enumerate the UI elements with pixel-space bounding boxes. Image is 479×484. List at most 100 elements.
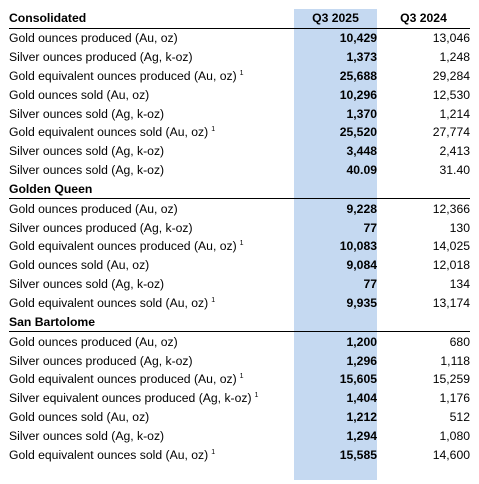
prior-value: 134 [449, 277, 470, 292]
row-label: Gold equivalent ounces sold (Au, oz) [9, 447, 209, 462]
prior-value: 12,366 [432, 201, 470, 216]
prior-period-header: Q3 2024 [377, 9, 470, 29]
row-label: Silver ounces produced (Ag, k-oz) [9, 220, 193, 235]
prior-value: 1,080 [439, 428, 471, 443]
row-label-cell: Gold ounces produced (Au, oz) [9, 199, 294, 218]
table-row: Silver equivalent ounces produced (Ag, k… [9, 389, 470, 408]
table-row: Silver ounces sold (Ag, k-oz) 1,370 1,214 [9, 104, 470, 123]
row-label: Gold equivalent ounces sold (Au, oz) [9, 295, 209, 310]
current-value: 10,429 [339, 31, 377, 46]
section-title: San Bartolome [9, 312, 294, 333]
prior-value: 27,774 [432, 125, 470, 140]
table-row: Silver ounces sold (Ag, k-oz) 1,294 1,080 [9, 427, 470, 446]
current-value: 15,605 [339, 372, 377, 387]
table-row: Silver ounces sold (Ag, k-oz) 3,448 2,413 [9, 142, 470, 161]
row-label: Gold ounces produced (Au, oz) [9, 201, 178, 216]
table-row: Gold equivalent ounces produced (Au, oz)… [9, 370, 470, 389]
current-period-highlight [294, 9, 377, 480]
row-label-cell: Gold equivalent ounces produced (Au, oz)… [9, 67, 294, 86]
table-row: Gold equivalent ounces sold (Au, oz) 1 25,… [9, 123, 470, 142]
table-row: Silver ounces produced (Ag, k-oz) 77 130 [9, 218, 470, 237]
prior-period-header [377, 179, 470, 200]
row-label: Gold equivalent ounces produced (Au, oz) [9, 372, 237, 387]
row-label-cell: Silver equivalent ounces produced (Ag, k… [9, 389, 294, 408]
row-label: Gold ounces sold (Au, oz) [9, 410, 150, 425]
current-value: 25,520 [339, 125, 377, 140]
prior-value: 13,174 [432, 295, 470, 310]
current-period-header [294, 179, 377, 200]
table-row: Gold equivalent ounces produced (Au, oz)… [9, 237, 470, 256]
row-label-cell: Silver ounces sold (Ag, k-oz) [9, 142, 294, 161]
prior-value: 1,118 [440, 353, 470, 368]
table-row: Gold equivalent ounces sold (Au, oz) 1 9,9… [9, 294, 470, 313]
prior-value: 12,018 [432, 258, 470, 273]
current-value: 40.09 [346, 163, 378, 178]
footnote-marker: 1 [239, 240, 244, 248]
prior-period-header [377, 312, 470, 333]
section-title: Golden Queen [9, 179, 294, 200]
row-label-cell: Gold equivalent ounces sold (Au, oz) 1 [9, 123, 294, 142]
row-label: Gold ounces sold (Au, oz) [9, 87, 150, 102]
table-row: Silver ounces produced (Ag, k-oz) 1,296 1,… [9, 351, 470, 370]
prior-value: 13,046 [432, 31, 470, 46]
footnote-marker: 1 [239, 373, 244, 381]
footnote-marker: 1 [239, 69, 244, 77]
table-row: Gold equivalent ounces produced (Au, oz)… [9, 67, 470, 86]
table-row: Gold ounces produced (Au, oz) 1,200 680 [9, 332, 470, 351]
prior-value: 1,176 [439, 391, 471, 406]
table-row: Gold ounces sold (Au, oz) 9,084 12,018 [9, 256, 470, 275]
current-value: 3,448 [346, 144, 378, 159]
row-label: Silver ounces sold (Ag, k-oz) [9, 277, 165, 292]
section-header-row: Golden Queen [9, 179, 470, 200]
row-label: Silver ounces produced (Ag, k-oz) [9, 353, 193, 368]
current-value: 10,083 [339, 239, 377, 254]
current-value: 77 [363, 220, 377, 235]
prior-value: 1,248 [439, 50, 471, 64]
table-row: Gold ounces sold (Au, oz) 10,296 12,530 [9, 85, 470, 104]
row-label-cell: Silver ounces produced (Ag, k-oz) [9, 351, 294, 370]
row-label: Gold ounces produced (Au, oz) [9, 31, 178, 46]
current-value: 9,084 [346, 258, 378, 273]
production-table: Consolidated Q3 2025 Q3 2024 Gold ounces pr… [9, 9, 470, 464]
section-header-row: San Bartolome [9, 312, 470, 333]
row-label-cell: Silver ounces produced (Ag, k-oz) [9, 218, 294, 237]
prior-value: 1,214 [439, 106, 471, 121]
table-row: Gold ounces sold (Au, oz) 1,212 512 [9, 408, 470, 427]
production-table-body: Consolidated Q3 2025 Q3 2024 Gold ounces pr… [9, 9, 470, 464]
row-label: Silver ounces sold (Ag, k-oz) [9, 144, 165, 159]
row-label: Silver ounces produced (Ag, k-oz) [9, 50, 193, 64]
table-row: Gold ounces produced (Au, oz) 9,228 12,366 [9, 199, 470, 218]
table-row: Gold ounces produced (Au, oz) 10,429 13,04… [9, 28, 470, 47]
current-value: 9,935 [346, 295, 378, 310]
footnote-marker: 1 [211, 448, 216, 456]
current-value: 1,373 [346, 50, 378, 64]
section-header-row: Consolidated Q3 2025 Q3 2024 [9, 9, 470, 29]
footnote-marker: 1 [211, 296, 216, 304]
prior-value: 31.40 [439, 163, 471, 178]
row-label: Gold ounces produced (Au, oz) [9, 334, 178, 349]
prior-value: 12,530 [432, 87, 470, 102]
row-label-cell: Gold ounces produced (Au, oz) [9, 28, 294, 47]
row-label: Silver ounces sold (Ag, k-oz) [9, 163, 165, 178]
row-label-cell: Silver ounces produced (Ag, k-oz) [9, 48, 294, 67]
row-label-cell: Gold ounces produced (Au, oz) [9, 332, 294, 351]
row-label: Silver ounces sold (Ag, k-oz) [9, 428, 165, 443]
row-label-cell: Gold equivalent ounces sold (Au, oz) 1 [9, 445, 294, 464]
table-row: Silver ounces sold (Ag, k-oz) 77 134 [9, 275, 470, 294]
row-label-cell: Silver ounces sold (Ag, k-oz) [9, 275, 294, 294]
table-row: Silver ounces produced (Ag, k-oz) 1,373 1,… [9, 48, 470, 67]
prior-value: 680 [449, 334, 470, 349]
prior-value: 15,259 [432, 372, 470, 387]
row-label-cell: Silver ounces sold (Ag, k-oz) [9, 104, 294, 123]
section-title: Consolidated [9, 9, 294, 29]
table-row: Gold equivalent ounces sold (Au, oz) 1 15,… [9, 445, 470, 464]
row-label-cell: Gold ounces sold (Au, oz) [9, 85, 294, 104]
current-value: 77 [363, 277, 377, 292]
footnote-marker: 1 [211, 126, 216, 134]
current-value: 1,370 [346, 106, 378, 121]
current-value: 25,688 [339, 68, 377, 83]
prior-value: 29,284 [432, 68, 470, 83]
row-label: Silver ounces sold (Ag, k-oz) [9, 106, 165, 121]
table-row: Silver ounces sold (Ag, k-oz) 40.09 31.40 [9, 161, 470, 180]
row-label-cell: Gold ounces sold (Au, oz) [9, 408, 294, 427]
